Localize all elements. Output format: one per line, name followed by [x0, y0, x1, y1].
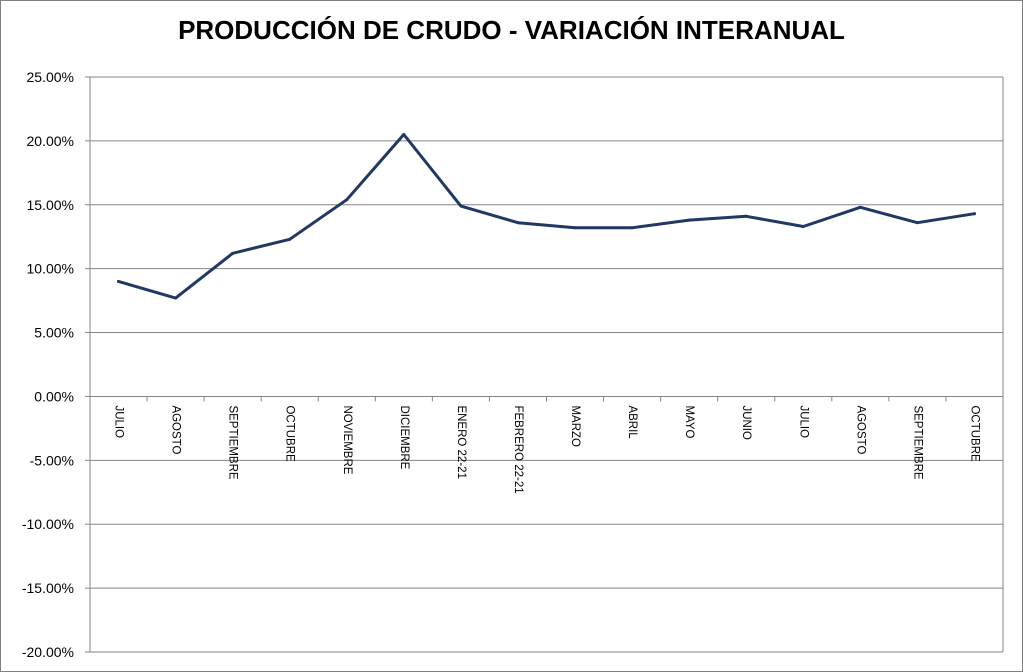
x-tick-label: NOVIEMBRE	[341, 405, 353, 474]
x-tick-label: AGOSTO	[854, 405, 866, 454]
chart-title: PRODUCCIÓN DE CRUDO - VARIACIÓN INTERANU…	[178, 15, 845, 45]
data-point	[687, 218, 691, 222]
data-point	[972, 212, 976, 216]
data-point	[174, 296, 178, 300]
series-layer	[117, 133, 976, 300]
x-tick-label: AGOSTO	[170, 405, 182, 454]
x-tick-label: OCTUBRE	[968, 405, 980, 462]
data-point	[630, 226, 634, 230]
data-point	[288, 237, 292, 241]
y-tick-label: -10.00%	[22, 516, 74, 532]
x-tick-label: MARZO	[569, 405, 581, 447]
y-tick-label: -5.00%	[30, 452, 74, 468]
x-tick-label: DICIEMBRE	[398, 405, 410, 469]
data-point	[402, 133, 406, 136]
data-point	[801, 225, 805, 228]
data-point	[573, 226, 577, 230]
x-tick-label: SEPTIEMBRE	[227, 405, 239, 479]
series-line	[117, 133, 976, 300]
data-point	[345, 198, 349, 202]
y-tick-label: 20.00%	[27, 133, 74, 149]
x-tick-label: JULIO	[797, 405, 809, 438]
data-point	[117, 279, 121, 283]
gridlines	[90, 76, 1003, 653]
x-tick-label: FEBRERO 22-21	[512, 405, 524, 493]
data-point	[459, 204, 463, 208]
x-axis-tick-labels: JULIO AGOSTO SEPTIEMBRE OCTUBRE NOVIEMBRE DIC…	[113, 405, 981, 493]
y-tick-label: 5.00%	[34, 325, 74, 341]
y-tick-label: 15.00%	[27, 197, 74, 213]
y-tick-label: 10.00%	[27, 261, 74, 277]
x-tick-label: ENERO 22-21	[455, 405, 467, 479]
x-tick-label: JULIO	[113, 405, 125, 438]
data-point	[744, 214, 748, 218]
data-point	[858, 205, 862, 209]
y-tick-label: -15.00%	[22, 580, 74, 596]
x-tick-label: SEPTIEMBRE	[911, 405, 923, 479]
data-point	[915, 221, 919, 225]
y-axis-tick-labels: 25.00% 20.00% 15.00% 10.00% 5.00% 0.00% -5.00%…	[22, 69, 74, 660]
y-tick-label: -20.00%	[22, 644, 74, 660]
data-point	[231, 251, 235, 255]
y-tick-label: 25.00%	[27, 69, 74, 85]
axes	[85, 76, 1004, 653]
x-tick-label: OCTUBRE	[284, 405, 296, 462]
x-tick-label: JUNIO	[740, 405, 752, 440]
data-point	[516, 221, 520, 225]
y-tick-label: 0.00%	[34, 388, 74, 404]
x-tick-label: MAYO	[683, 405, 695, 438]
x-tick-label: ABRIL	[626, 405, 638, 439]
